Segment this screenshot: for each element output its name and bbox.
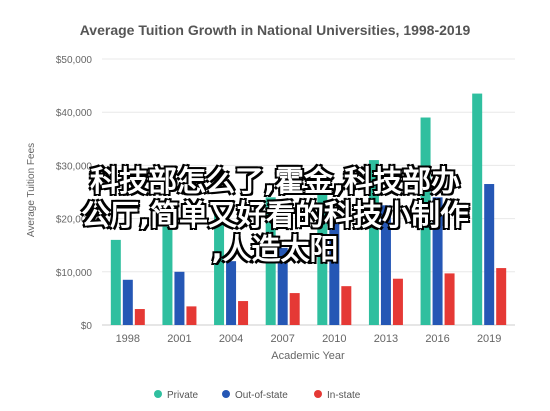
legend-label-out-of-state: Out-of-state xyxy=(235,390,288,401)
bar-private-2010 xyxy=(317,178,328,325)
legend-marker-out-of-state xyxy=(222,390,230,398)
bar-private-1998 xyxy=(110,239,121,325)
bar-out-of-state-2010 xyxy=(329,223,340,325)
bar-in-state-2013 xyxy=(392,278,403,325)
y-tick-label: $30,000 xyxy=(56,161,93,172)
x-axis-label: Academic Year xyxy=(271,350,345,362)
x-tick-label: 2001 xyxy=(167,333,191,345)
bar-out-of-state-2007 xyxy=(277,247,288,325)
y-tick-label: $50,000 xyxy=(56,55,93,66)
x-tick-label: 2010 xyxy=(322,333,346,345)
x-tick-label: 2004 xyxy=(219,333,243,345)
legend-label-in-state: In-state xyxy=(327,390,361,401)
overlay-text-line-3: ,人造太阳 xyxy=(211,232,339,266)
bar-out-of-state-2013 xyxy=(380,205,391,325)
bar-out-of-state-2001 xyxy=(174,271,185,325)
bar-out-of-state-1998 xyxy=(122,279,133,325)
legend-label-private: Private xyxy=(167,390,199,401)
bar-in-state-2019 xyxy=(496,268,507,325)
overlay-text-line-1: 科技部怎么了,霍金,科技部办 xyxy=(89,164,461,198)
x-tick-label: 2007 xyxy=(270,333,294,345)
x-tick-label: 2013 xyxy=(374,333,398,345)
x-tick-label: 2016 xyxy=(425,333,449,345)
bar-in-state-2016 xyxy=(444,273,455,325)
y-tick-label: $10,000 xyxy=(56,268,93,279)
bar-in-state-2001 xyxy=(186,306,197,325)
y-tick-labels: $0 $10,000 $20,000 $30,000 $40,000 $50,000 xyxy=(56,55,93,332)
x-tick-labels: 1998 2001 2004 2007 2010 2013 2016 2019 xyxy=(116,333,502,345)
bar-private-2007 xyxy=(265,197,276,325)
legend: Private Out-of-state In-state xyxy=(154,390,361,401)
bar-private-2001 xyxy=(162,226,173,325)
x-tick-label: 2019 xyxy=(477,333,501,345)
y-tick-label: $0 xyxy=(81,321,93,332)
y-axis-label: Average Tuition Fees xyxy=(26,143,37,237)
bar-private-2019 xyxy=(472,93,483,325)
legend-marker-private xyxy=(154,390,162,398)
bar-private-2016 xyxy=(420,117,431,326)
chart-title: Average Tuition Growth in National Unive… xyxy=(79,22,471,38)
bar-out-of-state-2016 xyxy=(432,197,443,325)
bars xyxy=(110,93,507,326)
y-tick-label: $40,000 xyxy=(56,108,93,119)
bar-in-state-2007 xyxy=(289,293,300,325)
overlay-text-line-2: 公厅,简单又好看的科技小制作 xyxy=(80,198,470,232)
bar-out-of-state-2019 xyxy=(484,184,495,325)
bar-private-2013 xyxy=(368,160,379,325)
bar-in-state-2010 xyxy=(341,286,352,325)
bar-in-state-1998 xyxy=(134,309,145,325)
x-tick-label: 1998 xyxy=(116,333,140,345)
bar-in-state-2004 xyxy=(238,301,249,325)
legend-marker-in-state xyxy=(314,390,322,398)
y-tick-label: $20,000 xyxy=(56,215,93,226)
bar-private-2004 xyxy=(214,213,225,325)
bar-out-of-state-2004 xyxy=(226,261,237,325)
